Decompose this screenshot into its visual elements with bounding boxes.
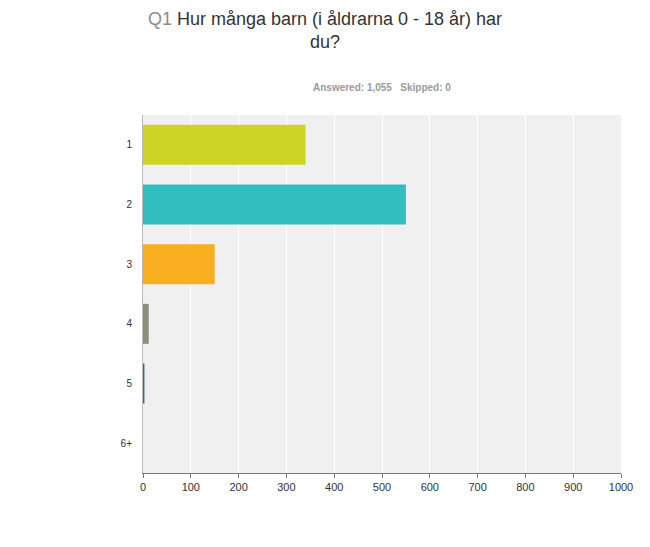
svg-text:5: 5 [126, 378, 132, 389]
svg-text:1: 1 [126, 139, 132, 150]
svg-text:300: 300 [277, 481, 295, 493]
svg-text:2: 2 [126, 199, 132, 210]
svg-text:Q1 Hur många barn (i åldrarna: Q1 Hur många barn (i åldrarna 0 - 18 år)… [148, 9, 502, 52]
svg-text:600: 600 [421, 481, 439, 493]
svg-text:100: 100 [182, 481, 200, 493]
svg-text:500: 500 [373, 481, 391, 493]
svg-text:6+: 6+ [121, 438, 133, 449]
svg-text:3: 3 [126, 259, 132, 270]
svg-text:1000: 1000 [609, 481, 633, 493]
svg-text:Answered: 1,055 Skipped: 0: Answered: 1,055 Skipped: 0 [313, 82, 451, 93]
svg-text:200: 200 [229, 481, 247, 493]
svg-text:700: 700 [468, 481, 486, 493]
svg-text:800: 800 [516, 481, 534, 493]
svg-text:0: 0 [140, 481, 146, 493]
svg-text:900: 900 [564, 481, 582, 493]
svg-text:4: 4 [126, 318, 132, 329]
svg-text:400: 400 [325, 481, 343, 493]
